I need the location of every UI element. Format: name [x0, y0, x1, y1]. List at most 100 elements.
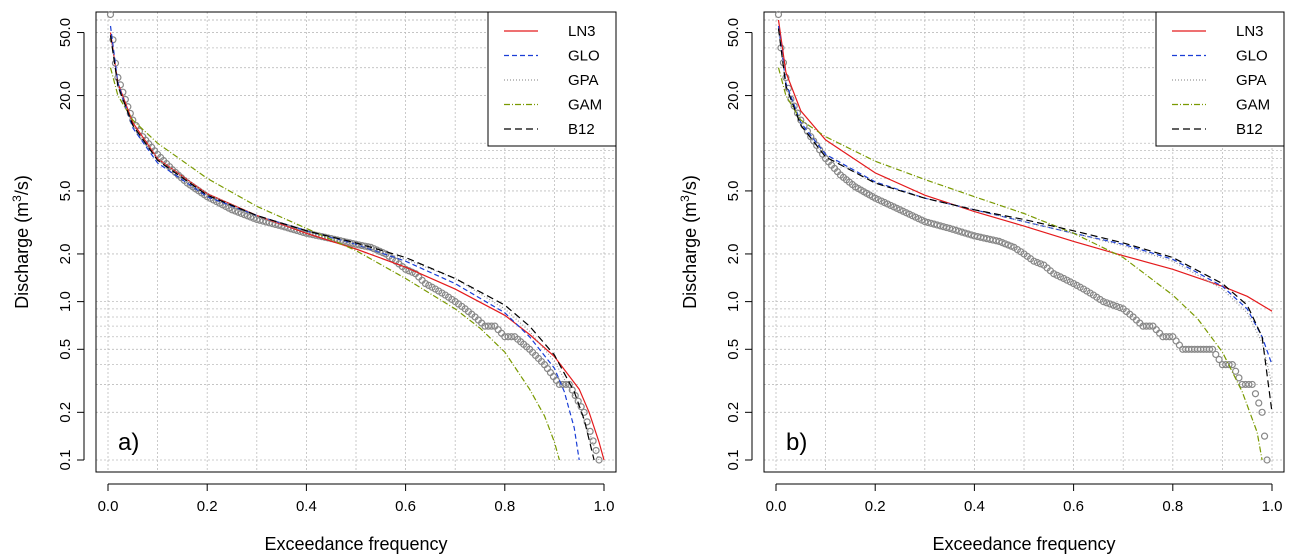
observed-point [933, 221, 941, 229]
observed-point [782, 73, 790, 82]
observed-point [1027, 255, 1035, 263]
observed-point [1109, 301, 1117, 309]
observed-point [559, 380, 567, 389]
observed-point [487, 322, 496, 330]
legend: LN3 GLO GPA GAM B12 [1155, 11, 1285, 147]
legend-label: GPA [1236, 72, 1267, 89]
legend-label: GPA [568, 72, 599, 89]
observed-point [1086, 289, 1094, 297]
observed-point [868, 192, 876, 201]
y-tick-label: 5.0 [57, 180, 74, 201]
series-line-b12 [777, 28, 1273, 413]
observed-point [1103, 299, 1111, 307]
observed-point [939, 223, 948, 231]
series-lines [109, 25, 605, 461]
y-tick-label: 20.0 [57, 81, 74, 110]
observed-point [250, 214, 258, 222]
observed-point [992, 237, 1000, 245]
observed-point [478, 319, 486, 327]
y-tick-label: 20.0 [725, 81, 742, 110]
observed-point [589, 437, 597, 445]
series-lines [777, 19, 1273, 461]
plot-frame [763, 11, 1285, 473]
panel-label: b) [786, 429, 807, 456]
x-tick-label: 0.2 [197, 498, 218, 515]
observed-point [1251, 390, 1260, 398]
observed-point [945, 224, 954, 232]
plot-frame [95, 11, 617, 473]
observed-point [989, 236, 997, 244]
observed-point [408, 268, 416, 276]
observed-point [1076, 283, 1084, 291]
observed-point [1162, 333, 1170, 341]
observed-point [1255, 399, 1263, 407]
observed-points [774, 10, 1271, 464]
x-axis-label: Exceedance frequency [932, 534, 1115, 554]
observed-point [458, 302, 466, 311]
observed-point [1036, 260, 1045, 268]
observed-point [1188, 345, 1196, 353]
observed-point [438, 289, 446, 297]
observed-point [1146, 322, 1154, 330]
y-tick-label: 1.0 [57, 291, 74, 312]
legend: LN3 GLO GPA GAM B12 [487, 11, 617, 147]
observed-point [958, 228, 966, 236]
legend-box [1155, 11, 1285, 147]
observed-point [571, 391, 579, 400]
y-axis-label-sup: 3 [678, 195, 692, 202]
observed-point [379, 249, 387, 257]
series-line-gpa [109, 35, 600, 461]
observed-point [1017, 248, 1025, 256]
y-axis-label-sup: 3 [10, 195, 24, 202]
y-axis-label: Discharge (m3/s) [678, 175, 700, 309]
y-tick-label: 5.0 [725, 180, 742, 201]
observed-point [468, 310, 476, 318]
legend-label: LN3 [568, 23, 596, 40]
observed-point [1215, 355, 1223, 364]
observed-point [1202, 345, 1211, 353]
x-tick-label: 0.8 [494, 498, 515, 515]
observed-point [595, 456, 603, 464]
legend-label: GLO [1236, 48, 1268, 65]
y-tick-label: 50.0 [57, 18, 74, 47]
observed-point [1066, 278, 1074, 286]
observed-point [586, 427, 594, 435]
observed-point [504, 333, 512, 341]
observed-point [537, 357, 546, 366]
observed-point [1241, 380, 1250, 389]
legend-label: LN3 [1236, 23, 1264, 40]
x-tick-label: 0.6 [395, 498, 416, 515]
observed-point [405, 267, 413, 275]
y-tick-label: 2.0 [57, 244, 74, 265]
observed-point [936, 222, 944, 230]
observed-point [952, 226, 960, 234]
observed-point [583, 418, 591, 426]
observed-point [1260, 432, 1269, 440]
y-tick-label: 0.2 [725, 402, 742, 423]
y-tick-label: 0.5 [57, 339, 74, 360]
y-axis: 0.1 0.2 0.5 1.0 2.0 5.0 20.0 50.0 Discharge (m3/… [10, 18, 85, 471]
y-axis-label-prefix: Discharge (m [680, 202, 700, 309]
observed-point [955, 227, 963, 235]
observed-point [1096, 295, 1104, 304]
observed-point [1225, 361, 1233, 369]
y-tick-label: 0.5 [725, 339, 742, 360]
x-axis-label: Exceedance frequency [264, 534, 447, 554]
observed-point [930, 220, 938, 228]
series-line-gam [109, 67, 560, 461]
observed-point [1175, 341, 1184, 349]
observed-point [1033, 258, 1041, 267]
observed-point [1136, 319, 1144, 327]
observed-point [428, 283, 436, 291]
x-tick-label: 0.6 [1063, 498, 1084, 515]
x-tick-label: 0.4 [296, 498, 317, 515]
observed-point [924, 218, 932, 227]
y-tick-label: 0.1 [57, 450, 74, 471]
observed-point [1007, 242, 1015, 250]
observed-point [1205, 345, 1214, 353]
observed-point [1046, 267, 1055, 275]
y-axis-label: Discharge (m3/s) [10, 175, 32, 309]
observed-point [106, 10, 115, 19]
observed-point [448, 295, 456, 304]
x-tick-label: 0.2 [865, 498, 886, 515]
